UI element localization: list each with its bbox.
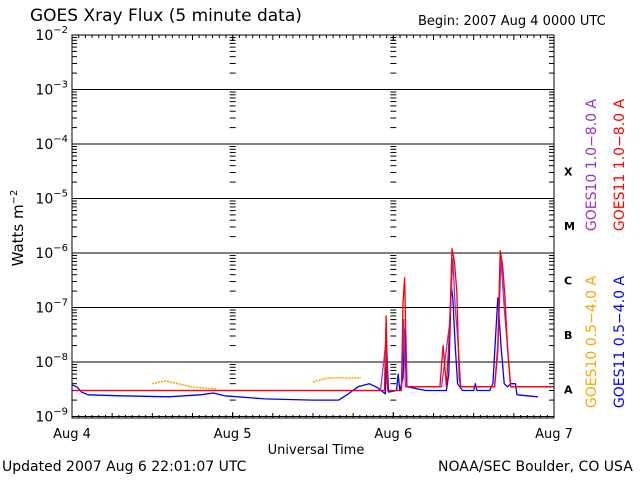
x-tick-label: Aug 4 [53,427,91,442]
flare-class-label: C [564,274,572,287]
source-credit: NOAA/SEC Boulder, CO USA [438,459,633,475]
x-tick-labels: Aug 4 Aug 5 Aug 6 Aug 7 [53,427,573,442]
x-tick-label: Aug 5 [214,427,252,442]
y-tick-label: 10−9 [35,407,68,426]
series-line [71,285,538,401]
y-tick-labels: 10−2 10−3 10−4 10−5 10−6 10−7 10−8 10−9 [35,25,68,426]
begin-time-label: Begin: 2007 Aug 4 0000 UTC [418,14,606,29]
y-tick-label: 10−6 [35,243,68,262]
series-line [312,376,362,383]
series-line [72,257,554,392]
legend: GOES10 1.0−8.0 A GOES11 1.0−8.0 A GOES10 0… [584,99,628,409]
y-axis-label: Watts m−2 [9,190,27,267]
flare-class-label: X [564,165,573,178]
y-tick-label: 10−4 [35,134,68,153]
data-series [71,248,554,401]
y-tick-label: 10−3 [35,80,68,99]
y-tick-label: 10−7 [35,298,68,317]
axis-ticks [71,35,555,418]
legend-entry: GOES10 0.5−4.0 A [584,276,600,409]
x-tick-label: Aug 7 [535,427,573,442]
y-tick-label: 10−5 [35,189,68,208]
legend-entry: GOES11 0.5−4.0 A [612,276,628,409]
legend-entry: GOES10 1.0−8.0 A [584,99,600,232]
flare-class-label: A [564,383,573,396]
series-line [152,380,217,390]
series-line [72,248,554,392]
plot-frame [71,34,555,419]
y-tick-label: 10−2 [35,25,68,44]
y-tick-label: 10−8 [35,352,68,371]
x-tick-label: Aug 6 [374,427,412,442]
flare-class-label: B [564,329,572,342]
chart-title: GOES Xray Flux (5 minute data) [30,6,302,26]
x-axis-label: Universal Time [268,443,365,458]
updated-timestamp: Updated 2007 Aug 6 22:01:07 UTC [2,459,247,475]
flare-class-label: M [564,220,575,233]
legend-entry: GOES11 1.0−8.0 A [612,99,628,232]
flare-class-labels: X M C B A [564,165,575,396]
grid-lines [72,89,554,417]
